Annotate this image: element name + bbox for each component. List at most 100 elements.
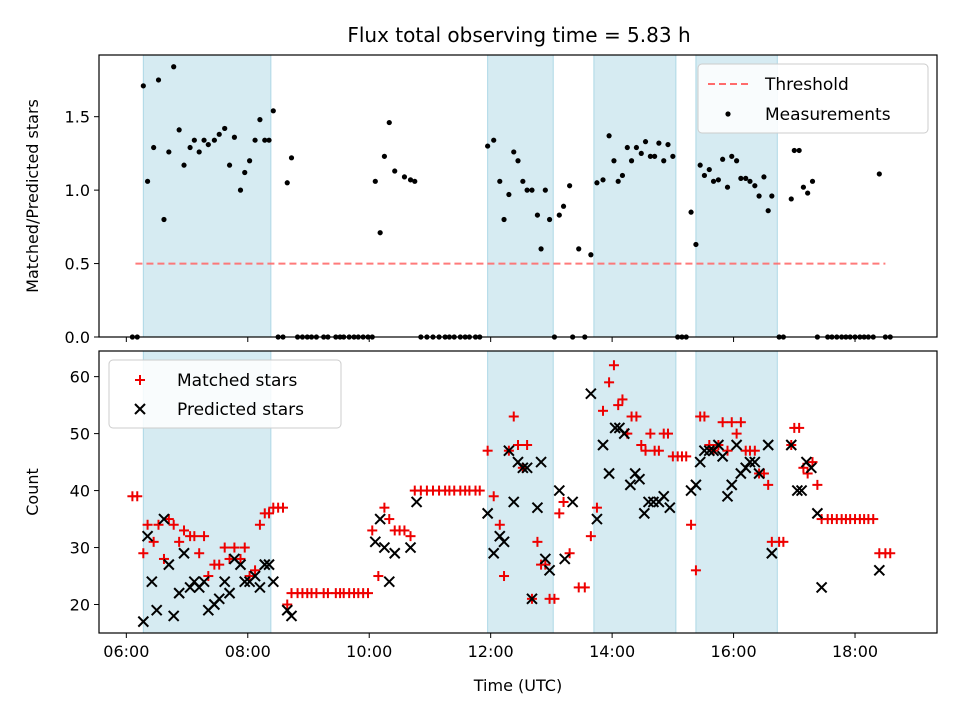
- legend: Threshold Measurements: [697, 63, 929, 134]
- x-tick-label: 08:00: [225, 642, 271, 661]
- data-point: [515, 158, 521, 164]
- data-point: [603, 467, 615, 480]
- data-point: [144, 178, 151, 184]
- data-point: [598, 405, 609, 416]
- data-point: [704, 440, 715, 450]
- data-point: [794, 422, 805, 433]
- data-point: [284, 180, 290, 186]
- data-point: [384, 514, 395, 525]
- x-tick-label: 16:00: [711, 642, 757, 661]
- data-point: [252, 137, 258, 143]
- data-point: [250, 565, 261, 576]
- data-point: [148, 536, 159, 547]
- data-point: [242, 169, 248, 176]
- data-point: [690, 479, 702, 491]
- data-point: [526, 593, 538, 605]
- x-tick-label: 14:00: [589, 642, 635, 661]
- data-point: [615, 178, 621, 184]
- y-tick-label: 0.5: [65, 255, 90, 274]
- data-point: [688, 209, 694, 215]
- data-point: [531, 501, 544, 514]
- data-point: [788, 196, 794, 202]
- data-point: [508, 411, 519, 422]
- observing-interval-1: [142, 54, 272, 338]
- data-point: [594, 180, 600, 186]
- data-point: [187, 144, 193, 151]
- data-point: [567, 183, 573, 189]
- data-point: [538, 246, 544, 252]
- x-tick-label: 10:00: [346, 642, 392, 661]
- data-point: [585, 388, 597, 400]
- data-point: [213, 593, 225, 605]
- series-measurements: [129, 64, 893, 340]
- data-point: [266, 137, 272, 143]
- data-point: [597, 439, 609, 451]
- data-point: [285, 610, 298, 622]
- data-point: [710, 178, 717, 184]
- data-point: [542, 187, 548, 193]
- data-point: [497, 178, 503, 184]
- observing-interval-3: [593, 54, 677, 338]
- data-point: [715, 177, 721, 183]
- data-point: [558, 496, 569, 507]
- x-axis-label: Time (UTC): [473, 676, 562, 695]
- data-point: [778, 536, 789, 547]
- data-point: [546, 216, 553, 223]
- data-point: [785, 439, 797, 451]
- data-point: [372, 178, 378, 184]
- data-point: [811, 507, 824, 520]
- data-point: [189, 531, 200, 542]
- data-point: [378, 541, 391, 554]
- data-point: [738, 175, 744, 181]
- y-tick-label: 20: [70, 596, 90, 615]
- data-point: [661, 158, 667, 164]
- data-point: [214, 559, 225, 570]
- data-point: [383, 576, 395, 588]
- data-point: [196, 149, 202, 155]
- data-point: [534, 212, 541, 218]
- x-tick-label: 12:00: [468, 642, 514, 661]
- data-point: [729, 153, 735, 159]
- data-point: [662, 428, 673, 439]
- data-point: [132, 491, 143, 502]
- data-point: [693, 241, 699, 248]
- data-point: [665, 141, 671, 148]
- data-point: [543, 564, 556, 577]
- data-point: [151, 144, 157, 151]
- data-point: [749, 456, 761, 468]
- data-point: [412, 178, 418, 184]
- data-point: [369, 536, 382, 548]
- data-point: [506, 191, 512, 198]
- y-axis-label: Count: [23, 468, 42, 516]
- data-point: [198, 576, 210, 588]
- y-tick-label: 60: [70, 368, 90, 387]
- data-point: [367, 525, 378, 536]
- data-point: [724, 184, 731, 190]
- data-point: [246, 158, 253, 164]
- data-point: [168, 519, 179, 530]
- data-point: [698, 444, 711, 457]
- data-point: [481, 507, 494, 520]
- data-point: [520, 178, 526, 184]
- data-point: [179, 525, 190, 536]
- data-point: [373, 571, 384, 582]
- data-point: [618, 427, 630, 440]
- data-point: [873, 564, 886, 577]
- y-tick-label: 30: [70, 539, 90, 558]
- observing-interval-2: [487, 54, 554, 338]
- data-point: [264, 508, 275, 519]
- data-point: [181, 162, 187, 168]
- data-point: [203, 571, 214, 582]
- data-point: [670, 153, 676, 159]
- data-point: [491, 137, 497, 143]
- data-point: [539, 553, 552, 565]
- observing-interval-4: [695, 350, 778, 634]
- data-point: [140, 83, 146, 89]
- data-point: [137, 615, 150, 628]
- data-point: [161, 216, 167, 223]
- data-point: [176, 127, 182, 133]
- data-point: [717, 417, 728, 428]
- data-point: [756, 193, 762, 199]
- data-point: [218, 576, 231, 588]
- data-point: [795, 484, 808, 497]
